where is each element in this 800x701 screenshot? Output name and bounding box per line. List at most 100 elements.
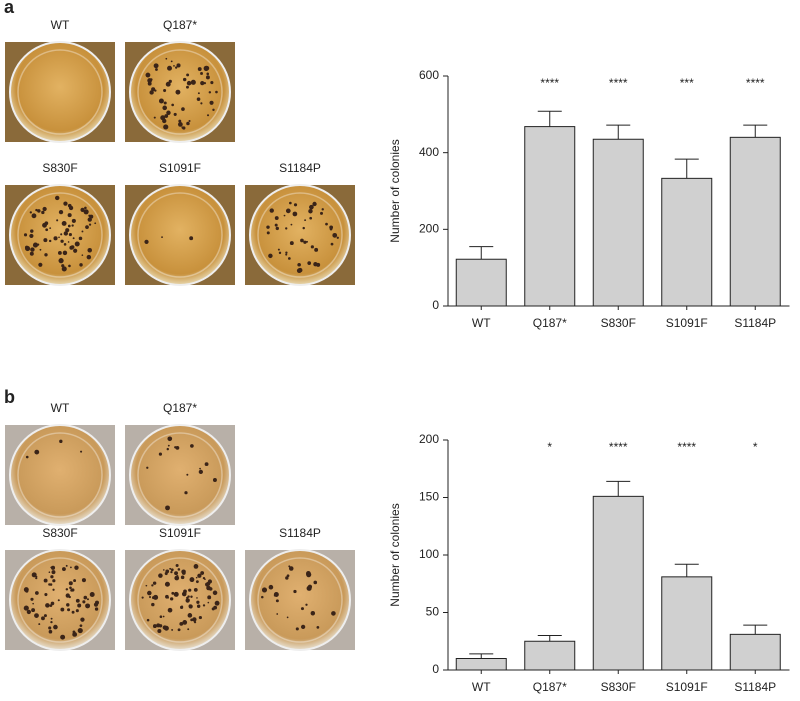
photo-label: S830F xyxy=(42,161,77,175)
bar xyxy=(524,126,576,307)
colony xyxy=(316,625,320,629)
colony xyxy=(289,241,294,246)
x-tick-label: S830F xyxy=(601,316,636,330)
colony xyxy=(23,605,29,611)
colony xyxy=(288,566,294,571)
dish-rim xyxy=(137,49,223,135)
colony xyxy=(71,218,76,223)
colony xyxy=(152,581,157,585)
colony xyxy=(198,615,202,620)
colony xyxy=(81,578,86,583)
colony xyxy=(196,597,198,599)
colony xyxy=(329,227,333,231)
dish xyxy=(9,549,111,651)
colony xyxy=(149,90,154,95)
significance: **** xyxy=(609,76,628,90)
colony xyxy=(187,613,193,618)
bar xyxy=(729,136,781,307)
colony xyxy=(58,258,64,264)
colony xyxy=(312,201,317,207)
colony xyxy=(173,591,179,597)
colony xyxy=(200,102,203,105)
colony xyxy=(48,629,53,634)
colony xyxy=(146,466,149,469)
colony xyxy=(89,592,95,597)
colony xyxy=(215,90,218,94)
colony xyxy=(65,593,70,598)
colony xyxy=(208,91,212,94)
colony xyxy=(37,209,41,213)
colony xyxy=(151,602,155,607)
colony xyxy=(70,566,72,569)
colony xyxy=(141,596,144,599)
y-axis-label: Number of colonies xyxy=(388,139,402,242)
colony xyxy=(167,607,173,613)
colony xyxy=(180,605,184,609)
colony xyxy=(198,469,203,475)
y-tick-label: 150 xyxy=(419,490,439,504)
colony xyxy=(212,478,217,482)
colony xyxy=(204,462,209,467)
colony xyxy=(296,268,302,274)
colony xyxy=(147,590,152,596)
colony xyxy=(59,439,63,444)
colony xyxy=(31,213,37,219)
colony xyxy=(274,216,279,220)
dish xyxy=(129,424,231,526)
colony xyxy=(53,624,58,630)
colony xyxy=(71,224,74,227)
colony xyxy=(309,204,314,210)
colony xyxy=(306,571,311,576)
colony xyxy=(35,591,39,595)
colony xyxy=(273,594,276,597)
colony xyxy=(165,505,170,511)
bar xyxy=(455,658,507,671)
colony xyxy=(288,565,291,568)
colony xyxy=(176,574,179,578)
colony xyxy=(308,209,313,214)
y-axis-label: Number of colonies xyxy=(388,503,402,606)
colony xyxy=(290,223,293,226)
dish-rim xyxy=(17,49,103,135)
significance: **** xyxy=(609,440,628,454)
colony xyxy=(165,594,169,599)
colony xyxy=(314,247,319,252)
colony xyxy=(31,608,36,613)
colony xyxy=(309,216,313,220)
colony xyxy=(285,253,288,256)
colony xyxy=(170,60,173,63)
colony xyxy=(29,211,32,214)
colony xyxy=(177,568,181,571)
colony xyxy=(65,228,70,233)
x-tick-label: WT xyxy=(472,316,491,330)
dish xyxy=(9,424,111,526)
colony xyxy=(163,89,167,93)
colony xyxy=(206,114,210,117)
colony xyxy=(68,264,71,268)
dish-rim xyxy=(257,557,343,643)
colony xyxy=(73,248,78,253)
colony xyxy=(49,604,53,607)
colony xyxy=(205,75,210,80)
colony xyxy=(293,203,298,207)
colony xyxy=(50,601,55,606)
colony xyxy=(56,219,59,222)
colony xyxy=(169,567,172,570)
colony xyxy=(193,621,197,624)
colony xyxy=(71,588,75,592)
colony xyxy=(153,63,159,69)
significance: **** xyxy=(746,76,765,90)
colony xyxy=(80,207,85,212)
colony xyxy=(188,119,191,123)
colony xyxy=(186,73,190,77)
colony xyxy=(175,563,179,567)
colony xyxy=(321,208,324,211)
colony xyxy=(193,587,198,592)
colony xyxy=(175,66,178,69)
colony xyxy=(94,607,99,611)
error-bar xyxy=(469,653,494,659)
colony xyxy=(24,245,29,250)
bar xyxy=(455,258,507,307)
colony xyxy=(145,584,148,587)
colony xyxy=(289,201,292,205)
